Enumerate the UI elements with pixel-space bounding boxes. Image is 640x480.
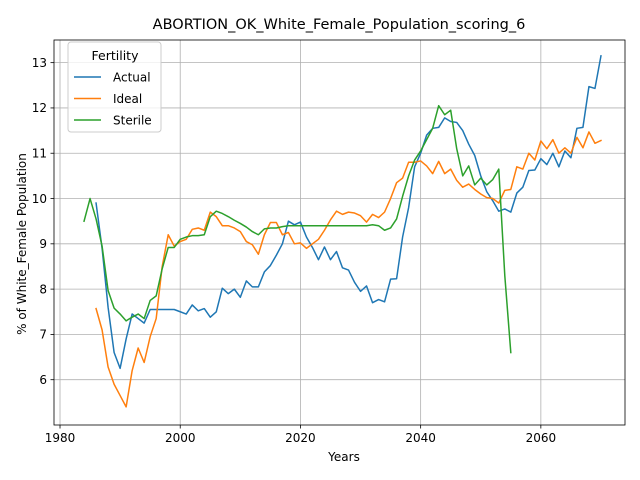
plot-area-frame — [53, 39, 626, 426]
x-tick-label: 2060 — [526, 431, 557, 445]
series-line-actual — [95, 54, 602, 370]
y-tick-label: 8 — [39, 282, 47, 296]
y-tick-label: 12 — [32, 101, 47, 115]
legend: Fertility Actual Ideal Sterile — [67, 41, 162, 133]
legend-label-sterile: Sterile — [113, 113, 152, 127]
x-tick-label: 2020 — [285, 431, 316, 445]
series-lines — [83, 54, 602, 408]
chart-title: ABORTION_OK_White_Female_Population_scor… — [153, 17, 526, 33]
legend-label-ideal: Ideal — [113, 92, 142, 106]
legend-title: Fertility — [92, 48, 140, 63]
legend-label-actual: Actual — [113, 70, 151, 84]
x-axis-label: Years — [327, 450, 360, 464]
axis-ticks: 1980 2000 2020 2040 2060 6 7 8 9 10 11 12 13 — [32, 56, 556, 445]
y-tick-label: 7 — [39, 328, 47, 342]
x-tick-label: 1980 — [45, 431, 76, 445]
series-line-sterile — [83, 104, 512, 354]
y-tick-label: 9 — [39, 237, 47, 251]
series-line-ideal — [95, 131, 602, 408]
y-tick-label: 6 — [39, 373, 47, 387]
y-axis-label: % of White_Female Population — [15, 153, 29, 335]
x-tick-label: 2040 — [405, 431, 436, 445]
y-tick-label: 10 — [32, 192, 47, 206]
legend-box — [67, 41, 162, 133]
y-tick-label: 11 — [32, 147, 47, 161]
x-tick-label: 2000 — [165, 431, 196, 445]
y-tick-label: 13 — [32, 56, 47, 70]
